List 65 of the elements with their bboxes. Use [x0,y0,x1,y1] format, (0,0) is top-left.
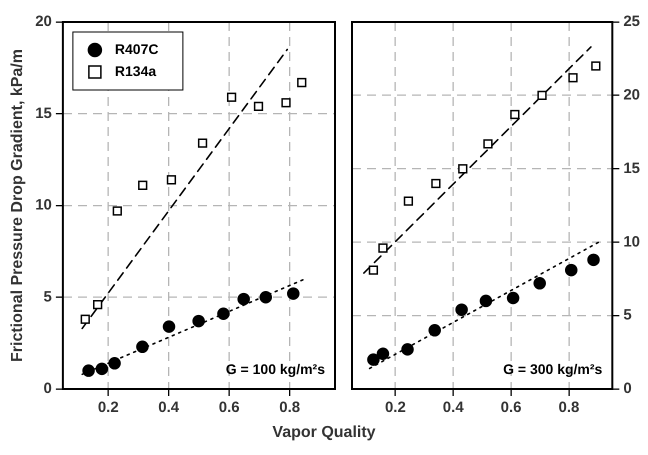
x-tick-label: 0.2 [384,399,406,416]
y2-tick-label: 15 [623,160,640,177]
point [510,110,520,120]
point [112,206,122,216]
y2-tick-label: 20 [623,86,640,104]
point [367,353,380,366]
point [378,243,388,253]
point [138,180,148,190]
point [162,320,176,333]
y-tick-label: 0 [44,380,52,398]
point [480,294,492,308]
y2-tick-label: 25 [623,13,640,30]
point [80,314,90,324]
point [368,265,378,275]
point [96,362,108,376]
point [568,73,578,82]
x-tick-label: 0.8 [558,399,580,416]
point [281,98,291,108]
point [237,292,250,306]
y-tick-label: 10 [35,196,52,214]
point [254,102,264,112]
point [108,357,121,370]
y2-tick-label: 0 [623,380,632,398]
legend-label: R407C [114,40,158,57]
point [506,292,520,304]
point [537,90,547,100]
point [192,314,205,328]
x-tick-label: 0.6 [500,399,522,416]
point [226,92,236,102]
point [458,164,468,174]
point [198,138,208,148]
y-axis-title: Frictional Pressure Drop Gradient, kPa/m [9,49,26,362]
x-tick-label: 0.6 [218,399,240,416]
y-tick-label: 20 [35,13,52,30]
point [401,343,414,356]
point [93,300,102,310]
point [455,303,468,316]
point [564,264,578,276]
x-tick-label: 0.4 [442,399,464,416]
point [376,348,390,360]
point [587,254,600,266]
y-tick-label: 15 [35,104,52,122]
point [287,287,300,300]
point [82,364,95,377]
point [591,61,600,71]
point [217,308,230,320]
x-axis-title: Vapor Quality [271,424,377,442]
point [533,277,546,290]
point [404,196,414,206]
point [431,178,441,188]
legend-label: R134a [114,62,156,79]
point [166,175,176,184]
x-tick-label: 0.4 [158,399,180,416]
y2-tick-label: 5 [623,306,632,324]
annotation: G = 100 kg/m²s [226,360,326,377]
x-tick-label: 0.8 [279,399,300,416]
point [136,340,149,354]
y2-tick-label: 10 [623,233,640,250]
point [260,291,272,304]
point [483,139,493,148]
annotation: G = 300 kg/m²s [503,360,603,377]
point [297,78,306,88]
point [428,324,441,337]
y-tick-label: 5 [44,288,52,306]
x-tick-label: 0.2 [98,399,119,416]
